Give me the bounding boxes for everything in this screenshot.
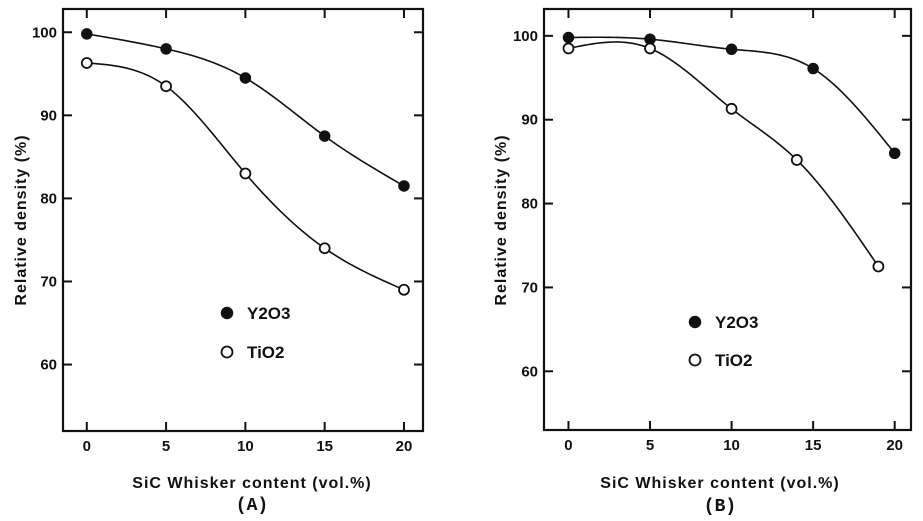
data-point-tio2 — [644, 42, 656, 55]
data-point-y2o3 — [81, 28, 93, 40]
data-point-y2o3 — [160, 43, 172, 55]
x-tick-label: 5 — [646, 437, 654, 454]
panel-a: 0 5 10 15 20 60 70 80 90 100 SiC Whisker content … — [13, 7, 425, 516]
x-tick-label: 10 — [237, 438, 254, 455]
legend-marker-y2o3 — [220, 306, 234, 320]
x-tick-label: 10 — [723, 437, 740, 454]
y-tick-label: 70 — [521, 279, 538, 296]
plot-frame — [542, 7, 913, 432]
legend-marker-y2o3 — [688, 315, 702, 329]
fit-curve-y2o3 — [86, 33, 405, 187]
data-point-y2o3 — [398, 180, 410, 192]
x-tick-label: 5 — [162, 438, 170, 455]
legend-label-y2o3: Y2O3 — [715, 313, 758, 332]
y-tick-label: 100 — [32, 24, 57, 41]
axis-ticks: 0 5 10 15 20 60 70 80 90 100 — [32, 9, 423, 455]
x-tick-label: 20 — [886, 437, 903, 454]
y-axis-label: Relative density (%) — [493, 134, 510, 305]
data-point-tio2 — [562, 42, 575, 55]
x-tick-label: 0 — [564, 437, 572, 454]
legend-marker-tio2 — [688, 353, 702, 367]
data-point-tio2 — [872, 260, 885, 273]
data-point-y2o3 — [562, 31, 575, 44]
fit-curves — [568, 36, 896, 267]
legend-marker-tio2 — [220, 345, 234, 359]
axis-ticks: 0 5 10 15 20 60 70 80 90 100 — [513, 9, 911, 454]
data-point-tio2 — [80, 57, 93, 69]
y-tick-label: 100 — [513, 28, 538, 45]
y-tick-label: 90 — [40, 107, 57, 124]
legend-label-tio2: TiO2 — [247, 343, 284, 362]
data-point-y2o3 — [807, 62, 819, 75]
y-axis-label: Relative density (%) — [13, 134, 30, 305]
x-tick-label: 15 — [316, 438, 333, 455]
legend: Y2O3 TiO2 — [220, 304, 290, 362]
x-axis-label: SiC Whisker content (vol.%) — [132, 475, 371, 492]
x-tick-label: 15 — [805, 437, 822, 454]
data-point-y2o3 — [239, 72, 252, 84]
data-points — [80, 28, 410, 296]
data-point-tio2 — [160, 80, 172, 93]
legend-label-tio2: TiO2 — [715, 351, 752, 370]
data-point-tio2 — [725, 102, 738, 115]
data-point-y2o3 — [888, 147, 901, 159]
plot-frame — [61, 7, 425, 433]
data-point-tio2 — [790, 154, 803, 166]
panel-label: (B) — [704, 497, 736, 517]
y-tick-label: 80 — [40, 190, 57, 207]
data-point-y2o3 — [318, 130, 331, 142]
y-tick-label: 90 — [521, 112, 538, 129]
data-point-tio2 — [318, 242, 331, 255]
x-tick-label: 20 — [396, 438, 413, 455]
legend-label-y2o3: Y2O3 — [247, 304, 290, 323]
panel-label: (A) — [236, 496, 268, 516]
data-points — [562, 31, 901, 273]
data-point-tio2 — [239, 167, 252, 180]
panel-b: 0 5 10 15 20 60 70 80 90 100 SiC Whisker content … — [493, 7, 913, 517]
y-tick-label: 60 — [521, 363, 538, 380]
data-point-y2o3 — [725, 43, 738, 56]
data-point-tio2 — [398, 283, 410, 296]
x-tick-label: 0 — [83, 438, 91, 455]
legend: Y2O3 TiO2 — [688, 313, 758, 370]
y-tick-label: 60 — [40, 357, 57, 374]
y-tick-label: 80 — [521, 196, 538, 213]
y-tick-label: 70 — [40, 273, 57, 290]
x-axis-label: SiC Whisker content (vol.%) — [600, 475, 839, 492]
fit-curve-tio2 — [568, 41, 880, 267]
